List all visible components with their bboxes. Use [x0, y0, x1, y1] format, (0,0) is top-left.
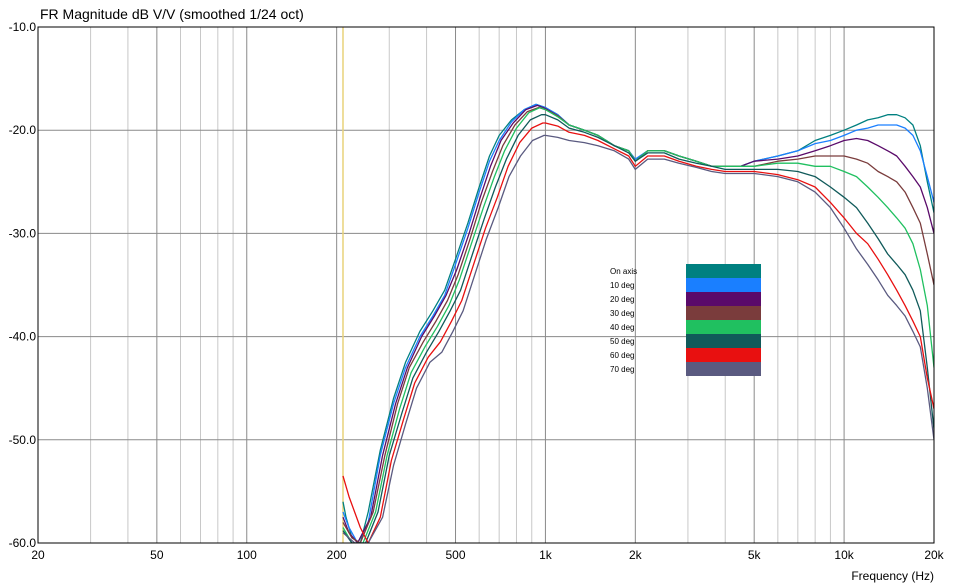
legend-swatch	[686, 292, 761, 306]
x-tick-label: 2k	[629, 548, 643, 562]
legend-swatch	[686, 334, 761, 348]
legend-swatch	[686, 362, 761, 376]
x-tick-label: 200	[327, 548, 347, 562]
x-tick-label: 50	[150, 548, 164, 562]
chart-title: FR Magnitude dB V/V (smoothed 1/24 oct)	[40, 6, 304, 22]
x-tick-label: 20k	[924, 548, 944, 562]
x-tick-label: 10k	[834, 548, 854, 562]
grid	[38, 26, 934, 544]
y-tick-label: -50.0	[9, 433, 37, 447]
y-tick-label: -40.0	[9, 330, 37, 344]
legend-label: 30 deg	[610, 309, 634, 318]
series-line-60-deg	[342, 122, 934, 543]
tick-labels: 20 50 100 200 500 1k 2k 5k 10k 20k -10.0 -20.0 -30.0…	[9, 20, 945, 562]
series-line-70-deg	[342, 134, 934, 543]
y-tick-label: -20.0	[9, 123, 37, 137]
x-axis-label: Frequency (Hz)	[851, 569, 934, 583]
series-line-50-deg	[342, 114, 934, 543]
x-tick-label: 500	[446, 548, 466, 562]
x-tick-label: 5k	[748, 548, 762, 562]
legend-swatch	[686, 264, 761, 278]
legend-label: 20 deg	[610, 295, 634, 304]
series-group	[342, 103, 934, 543]
legend-label: 40 deg	[610, 323, 634, 332]
legend-swatch	[686, 278, 761, 292]
series-line-40-deg	[342, 106, 934, 543]
legend-swatch	[686, 348, 761, 362]
legend-swatch	[686, 320, 761, 334]
legend-swatch	[686, 306, 761, 320]
legend-label: 60 deg	[610, 351, 634, 360]
legend-label: 10 deg	[610, 281, 634, 290]
y-tick-label: -30.0	[9, 226, 37, 240]
x-tick-label: 100	[237, 548, 257, 562]
x-tick-label: 1k	[539, 548, 553, 562]
plot-frame	[37, 26, 935, 544]
legend-label: On axis	[610, 267, 637, 276]
legend-label: 70 deg	[610, 365, 634, 374]
y-tick-label: -60.0	[9, 536, 37, 550]
y-tick-label: -10.0	[9, 20, 37, 34]
x-tick-label: 20	[31, 548, 45, 562]
legend-label: 50 deg	[610, 337, 634, 346]
legend: On axis 10 deg 20 deg 30 deg 40 deg 50 deg 60 …	[610, 264, 761, 376]
